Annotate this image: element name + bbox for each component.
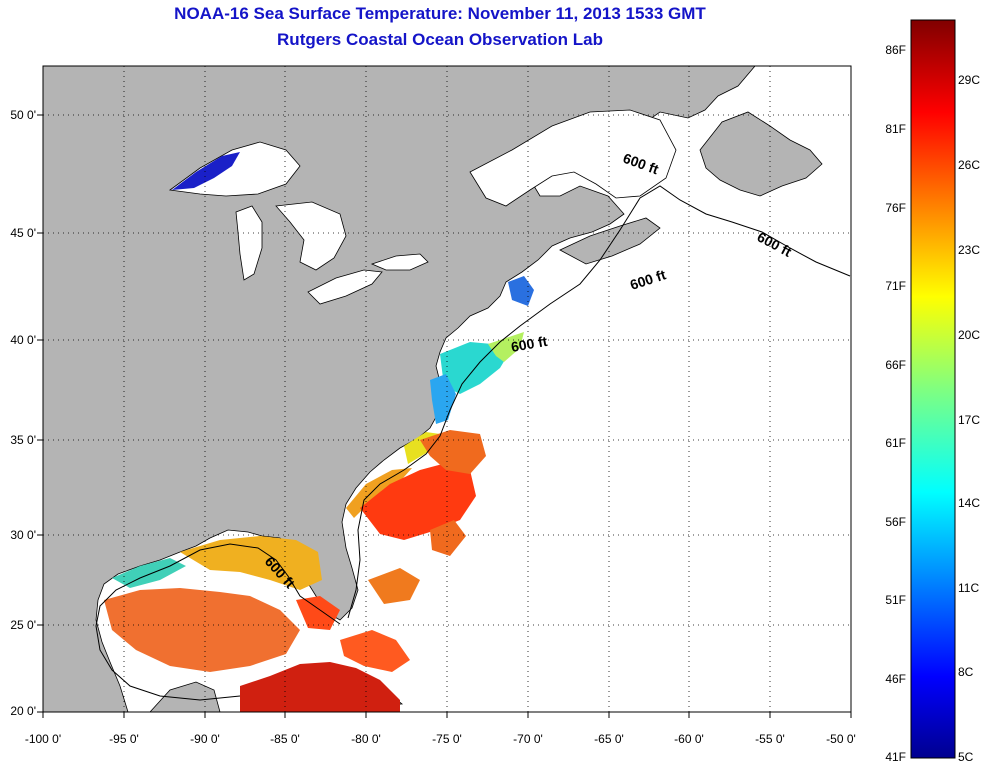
lat-tick-label: 30 0' <box>10 528 36 542</box>
sst-texas-shelf <box>112 558 186 588</box>
lon-tick-label: -75 0' <box>432 732 462 746</box>
lon-tick-label: -95 0' <box>109 732 139 746</box>
land-nova-scotia <box>559 217 661 265</box>
colorbar-label-f: 86F <box>885 43 906 57</box>
lon-tick-label: -55 0' <box>755 732 785 746</box>
contour-label: 600 ft <box>510 333 549 355</box>
colorbar-label-f: 76F <box>885 201 906 215</box>
lat-tick-label: 50 0' <box>10 108 36 122</box>
colorbar-label-c: 8C <box>958 665 974 679</box>
lon-tick-label: -60 0' <box>674 732 704 746</box>
gulf-st-lawrence <box>469 109 677 207</box>
colorbar-label-c: 26C <box>958 158 981 172</box>
axis-ticks <box>37 114 852 718</box>
sst-florida-east <box>368 568 420 604</box>
sst-bahamas <box>340 630 410 672</box>
lake-michigan <box>235 205 263 281</box>
contour-600ft-gulf <box>95 543 341 701</box>
lake-huron <box>275 201 347 271</box>
colorbar-label-f: 41F <box>885 750 906 764</box>
chart-title: NOAA-16 Sea Surface Temperature: Novembe… <box>174 4 706 23</box>
contour-600ft-atlantic <box>347 185 851 619</box>
lat-tick-label: 45 0' <box>10 226 36 240</box>
sst-caribbean <box>240 662 400 712</box>
lat-tick-label: 35 0' <box>10 433 36 447</box>
lon-tick-label: -85 0' <box>270 732 300 746</box>
lon-tick-label: -70 0' <box>513 732 543 746</box>
colorbar-label-f: 56F <box>885 515 906 529</box>
lat-tick-label: 25 0' <box>10 618 36 632</box>
lon-tick-label: -50 0' <box>826 732 856 746</box>
sst-gulf-coast-north <box>180 536 322 590</box>
colorbar-label-c: 11C <box>958 581 980 595</box>
colorbar <box>910 19 956 759</box>
colorbar-label-c: 5C <box>958 750 974 764</box>
sst-florida-shelf <box>296 596 340 630</box>
colorbar-label-f: 61F <box>885 436 906 450</box>
sst-mid-atlantic-shelf <box>440 342 512 394</box>
lake-erie <box>307 269 383 305</box>
lake-ontario <box>370 253 429 271</box>
sst-gulf-interior <box>104 588 300 672</box>
colorbar-label-f: 51F <box>885 593 906 607</box>
lon-tick-label: -80 0' <box>351 732 381 746</box>
colorbar-label-f: 46F <box>885 672 906 686</box>
sst-offshore-south <box>430 520 466 556</box>
lake-superior-cold <box>172 152 240 190</box>
land-newfoundland <box>699 111 823 197</box>
colorbar-label-c: 20C <box>958 328 981 342</box>
sst-ny-bight <box>488 332 524 362</box>
lat-tick-label: 40 0' <box>10 333 36 347</box>
lat-tick-label: 20 0' <box>10 704 36 718</box>
colorbar-label-c: 17C <box>958 413 981 427</box>
lon-tick-label: -100 0' <box>24 732 62 746</box>
lon-tick-label: -65 0' <box>594 732 624 746</box>
colorbar-label-f: 71F <box>885 279 906 293</box>
colorbar-label-c: 14C <box>958 496 981 510</box>
colorbar-label-c: 23C <box>958 243 981 257</box>
colorbar-label-c: 29C <box>958 73 981 87</box>
colorbar-label-f: 81F <box>885 122 906 136</box>
lon-tick-label: -90 0' <box>190 732 220 746</box>
chart-subtitle: Rutgers Coastal Ocean Observation Lab <box>277 30 603 49</box>
colorbar-label-f: 66F <box>885 358 906 372</box>
sst-gulf-of-maine <box>508 276 534 306</box>
